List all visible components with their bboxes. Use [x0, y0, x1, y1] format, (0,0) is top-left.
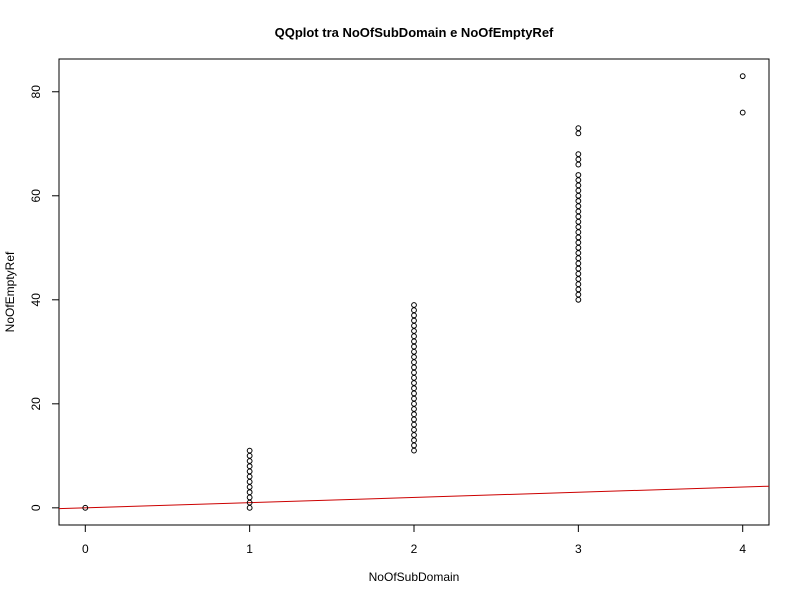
data-point [575, 156, 582, 163]
data-point [246, 463, 253, 470]
data-point [246, 484, 253, 490]
x-tick-label: 3 [575, 542, 582, 556]
data-point [411, 411, 417, 418]
data-point [246, 447, 253, 454]
data-point [575, 291, 582, 298]
data-point [411, 380, 417, 386]
reference-line-layer [58, 485, 770, 510]
data-point [411, 317, 417, 324]
y-tick-label: 60 [29, 189, 43, 203]
data-point [575, 276, 582, 282]
data-point [411, 364, 417, 371]
data-point [575, 229, 582, 236]
data-point [411, 333, 417, 340]
data-point [246, 452, 253, 459]
x-tick-label: 1 [246, 542, 253, 556]
x-tick-label: 0 [82, 542, 89, 556]
data-point [246, 473, 253, 480]
data-point [575, 265, 582, 272]
data-point [575, 151, 582, 158]
data-point [575, 224, 582, 230]
data-point [411, 343, 417, 350]
data-point [246, 489, 253, 496]
y-tick-label: 0 [29, 504, 43, 511]
data-point [411, 312, 417, 319]
data-point [739, 109, 746, 116]
y-tick-label: 20 [29, 397, 43, 411]
data-point [411, 426, 417, 433]
data-point [575, 255, 582, 262]
data-point [575, 260, 582, 267]
data-point [411, 406, 417, 412]
data-point [246, 504, 253, 511]
data-point [575, 234, 582, 241]
data-point [411, 328, 417, 334]
data-point [575, 161, 582, 168]
data-point [575, 203, 582, 210]
data-point [575, 187, 582, 194]
plot-frame [58, 58, 770, 526]
data-point [411, 447, 417, 454]
x-axis: 0 1 2 3 4 [82, 524, 746, 556]
data-point [411, 322, 417, 329]
chart-title: QQplot tra NoOfSubDomain e NoOfEmptyRef [275, 25, 554, 40]
data-point [411, 395, 417, 402]
data-point [411, 302, 417, 308]
data-point [575, 218, 582, 225]
data-point [411, 437, 417, 444]
data-point [575, 182, 582, 189]
data-point [411, 338, 417, 345]
data-point [575, 244, 582, 251]
reference-line [58, 485, 770, 510]
data-point [411, 390, 417, 397]
data-point [575, 281, 582, 288]
data-point [575, 192, 582, 199]
data-point [411, 416, 417, 423]
data-point [739, 73, 746, 80]
data-point [575, 172, 582, 178]
data-point [411, 442, 417, 449]
x-tick-label: 4 [739, 542, 746, 556]
x-tick-label: 2 [411, 542, 418, 556]
data-point [575, 286, 582, 293]
data-point [246, 494, 253, 501]
data-point [411, 348, 417, 355]
y-axis-label: NoOfEmptyRef [3, 251, 17, 332]
data-point [575, 270, 582, 277]
data-point [411, 374, 417, 381]
data-point [411, 307, 417, 314]
data-point [246, 478, 253, 485]
data-point [575, 177, 582, 184]
data-point [575, 250, 582, 256]
data-point [246, 468, 253, 475]
data-point [411, 385, 417, 392]
data-point [575, 130, 582, 137]
data-point [411, 359, 417, 366]
data-point [575, 213, 582, 220]
data-point [411, 432, 417, 438]
data-point [411, 354, 417, 360]
points-layer [82, 73, 746, 511]
data-point [246, 458, 253, 464]
data-point [575, 239, 582, 246]
data-point [411, 421, 417, 428]
y-tick-label: 80 [29, 85, 43, 99]
data-point [575, 296, 582, 303]
y-tick-label: 40 [29, 293, 43, 307]
data-point [575, 125, 582, 132]
data-point [411, 400, 417, 407]
data-point [411, 369, 417, 376]
data-point [82, 504, 89, 511]
y-axis: 0 20 40 60 80 [29, 85, 60, 511]
x-axis-label: NoOfSubDomain [369, 570, 460, 584]
data-point [575, 198, 582, 204]
data-point [575, 208, 582, 215]
